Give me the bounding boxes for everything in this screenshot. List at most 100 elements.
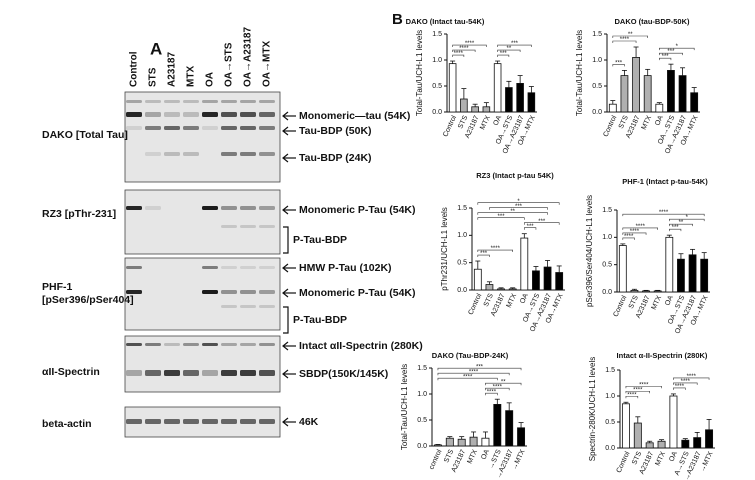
band <box>126 112 142 117</box>
significance-label: * <box>686 215 689 221</box>
arrow-head <box>282 369 289 379</box>
bar <box>690 92 699 113</box>
bar <box>493 403 502 447</box>
arrow-head <box>282 111 289 121</box>
lane-label: OA→STS <box>224 42 235 87</box>
band <box>164 419 180 424</box>
significance-bracket <box>669 223 693 227</box>
significance-bracket <box>659 52 683 56</box>
significance-label: **** <box>493 384 503 390</box>
band-label: Intact αII-Spectrin (280K) <box>299 340 423 352</box>
band <box>259 152 275 156</box>
band <box>202 370 218 376</box>
band-label: Tau-BDP (50K) <box>299 125 372 137</box>
bar <box>543 266 552 291</box>
antibody-label: beta-actin <box>42 418 92 430</box>
band <box>221 225 237 228</box>
lane-label: STS <box>148 67 159 87</box>
significance-label: ** <box>679 220 684 226</box>
y-tick-label: 1.0 <box>605 393 615 400</box>
band <box>240 100 256 103</box>
band <box>183 419 199 424</box>
band <box>221 100 237 103</box>
bar <box>657 440 666 449</box>
band <box>126 419 142 424</box>
significance-bracket <box>622 237 635 240</box>
bar <box>457 438 466 447</box>
blot <box>124 91 281 183</box>
band <box>126 343 142 346</box>
band-label: HMW P-Tau (102K) <box>299 262 392 274</box>
y-axis-label: Total-Tau/UCH-L1 levels <box>400 364 409 450</box>
band <box>240 343 256 346</box>
band <box>259 266 275 269</box>
blot <box>124 189 281 255</box>
band <box>259 126 275 130</box>
bar <box>517 427 526 447</box>
band <box>259 419 275 424</box>
band <box>259 343 275 346</box>
significance-bracket <box>489 207 548 210</box>
significance-label: **** <box>620 37 630 43</box>
panel-label: B <box>392 11 403 28</box>
band-label: Tau-BDP (24K) <box>299 152 372 164</box>
significance-label: **** <box>454 51 464 57</box>
significance-label: **** <box>465 41 475 47</box>
band <box>183 370 199 376</box>
band <box>240 206 256 210</box>
lane-label: OA→MTX <box>262 41 273 87</box>
antibody-label: DAKO [Total Tau] <box>42 129 128 141</box>
significance-bracket <box>437 377 498 381</box>
band <box>126 290 142 294</box>
significance-label: *** <box>498 214 506 220</box>
y-tick-label: 0.5 <box>457 260 467 267</box>
significance-bracket <box>612 40 637 43</box>
bar <box>645 442 654 449</box>
band <box>259 100 275 103</box>
band <box>145 343 161 346</box>
band <box>164 343 180 346</box>
bar <box>681 439 690 449</box>
arrow-head <box>282 263 289 273</box>
significance-label: *** <box>476 364 484 370</box>
significance-label: **** <box>487 389 497 395</box>
lane-label: A23187 <box>167 52 178 87</box>
significance-label: **** <box>624 234 634 240</box>
band <box>145 370 161 376</box>
bar <box>667 70 675 113</box>
significance-bracket <box>497 44 532 48</box>
arrow-head <box>282 126 289 136</box>
band <box>259 225 275 228</box>
arrow-head <box>282 288 289 298</box>
significance-bracket <box>612 64 625 67</box>
bar <box>633 422 642 449</box>
band <box>183 152 199 156</box>
antibody-label: PHF-1 <box>42 281 72 293</box>
significance-label: * <box>517 199 520 205</box>
significance-bracket <box>485 387 510 391</box>
significance-bracket <box>524 222 560 225</box>
band <box>221 343 237 346</box>
band <box>202 206 218 210</box>
bar <box>485 284 494 291</box>
band <box>221 126 237 130</box>
significance-bracket <box>437 367 522 371</box>
band <box>240 266 256 269</box>
antibody-label: [pSer396/pSer404] <box>42 294 134 306</box>
bar <box>618 245 627 293</box>
significance-label: **** <box>639 382 649 388</box>
y-tick-label: 0.0 <box>605 445 615 452</box>
bar <box>608 103 617 113</box>
band <box>240 370 256 376</box>
band <box>164 112 180 117</box>
significance-label: **** <box>659 210 669 216</box>
bar <box>688 254 697 293</box>
y-tick-label: 0.5 <box>592 83 602 90</box>
significance-bracket <box>669 228 682 232</box>
bar <box>632 57 640 113</box>
x-tick-label: OA <box>480 448 491 460</box>
significance-bracket <box>625 385 662 389</box>
significance-bracket <box>477 249 513 253</box>
significance-label: **** <box>463 374 473 380</box>
